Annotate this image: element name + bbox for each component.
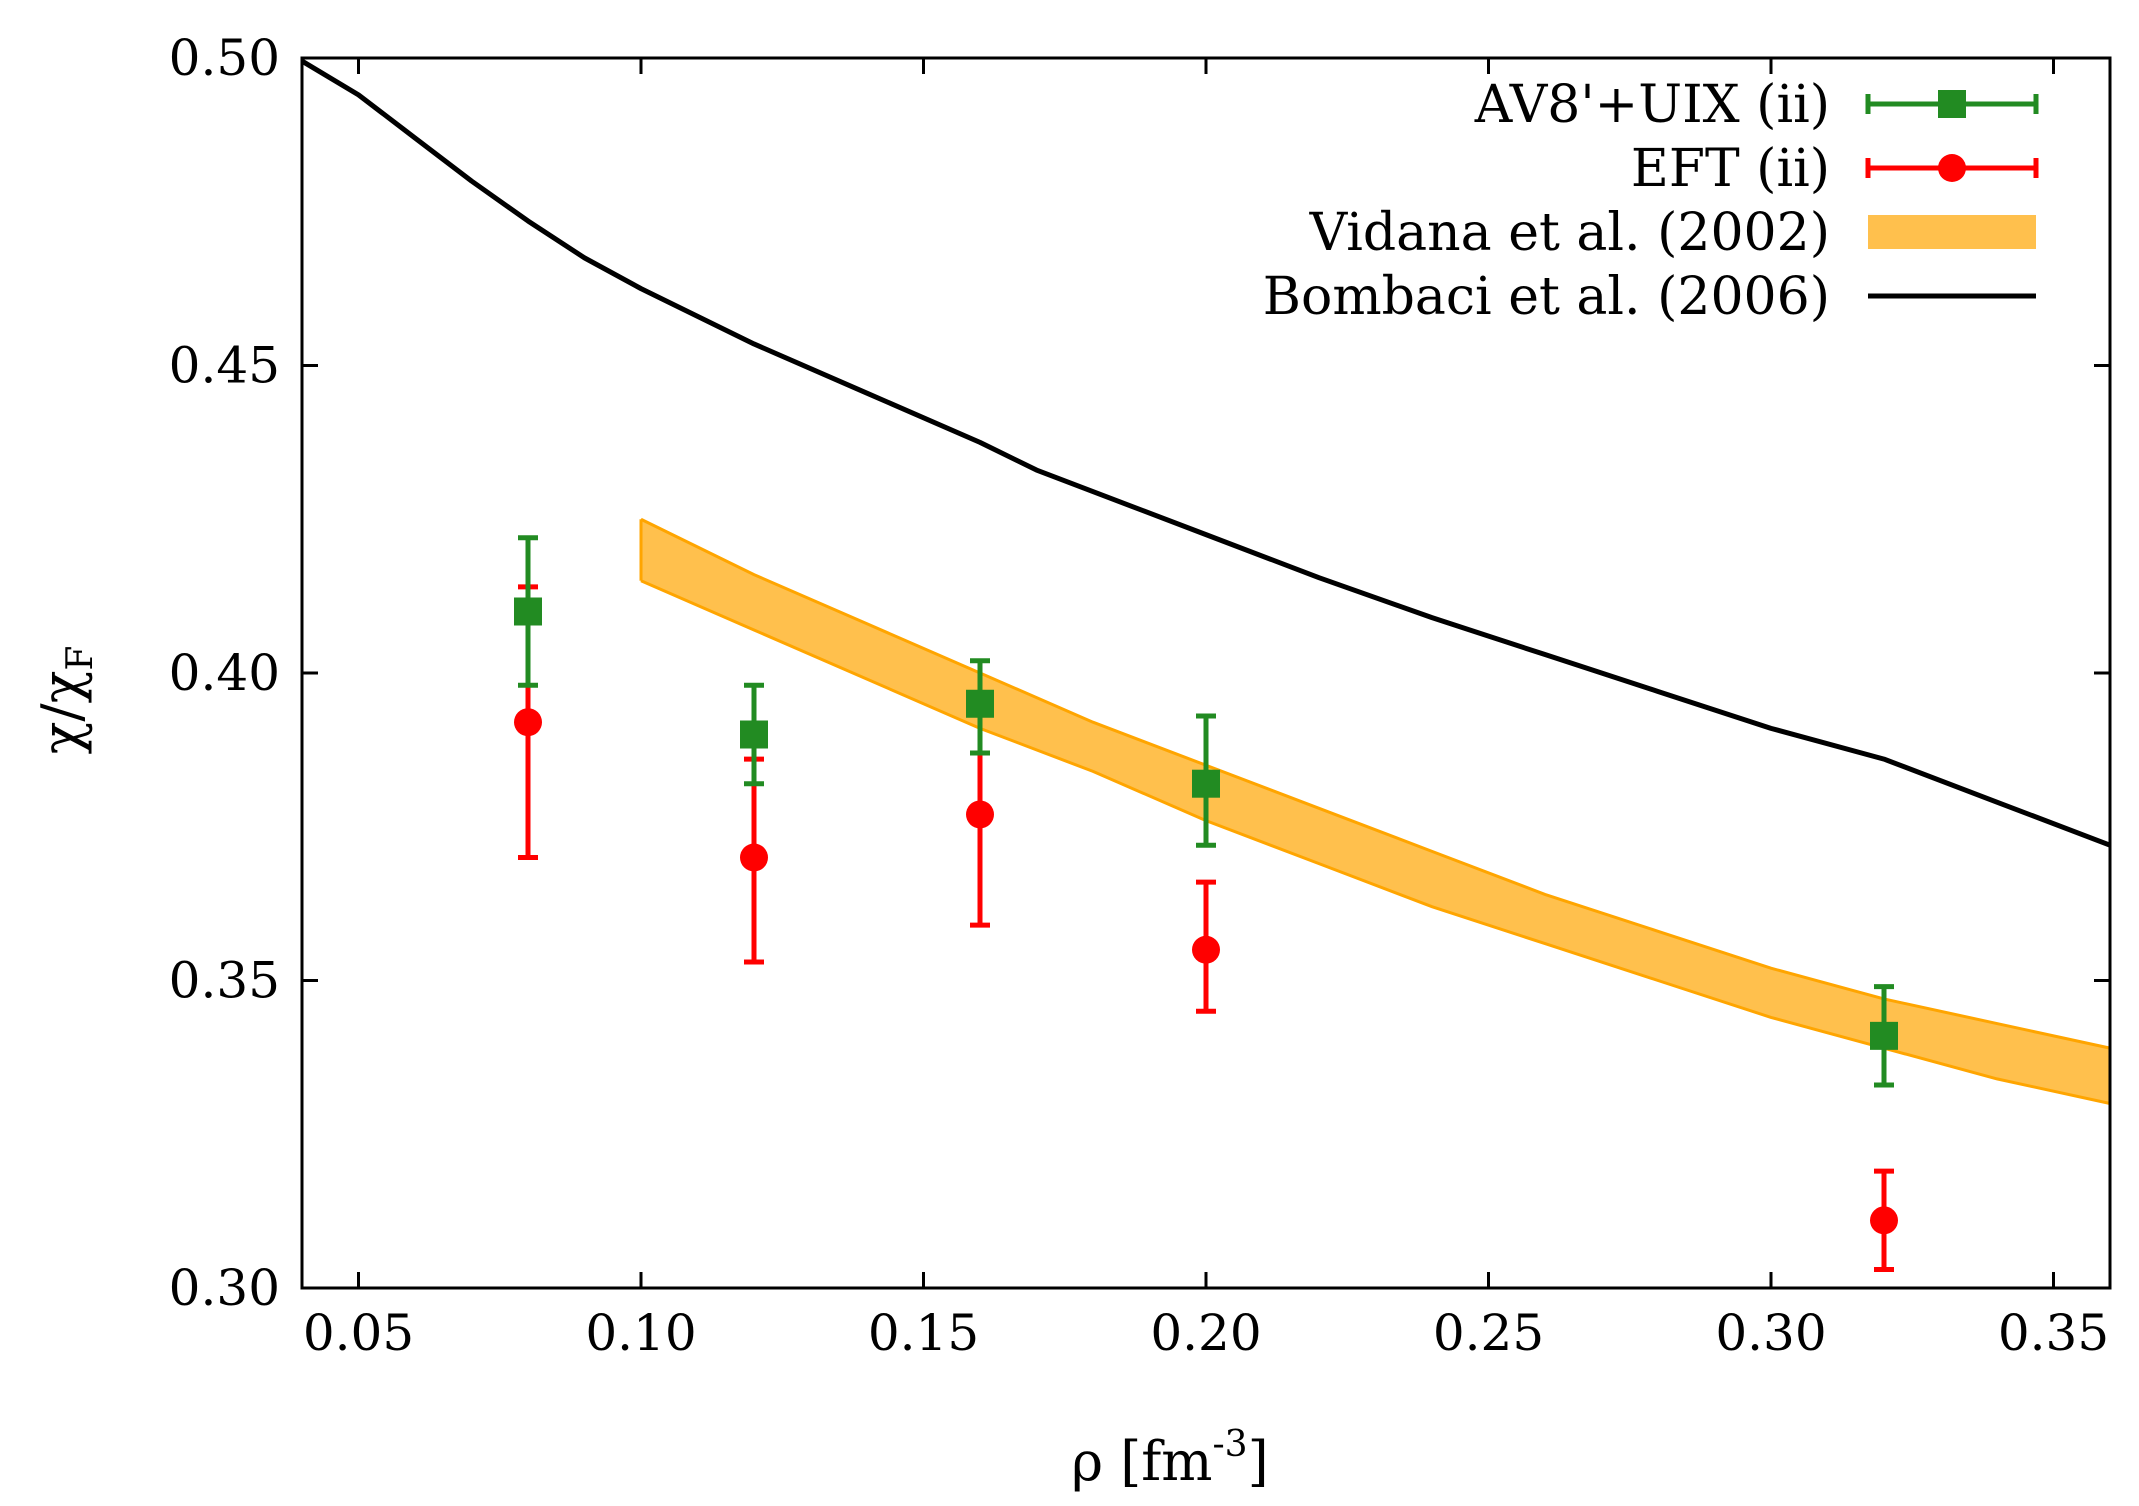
legend-symbol-eft-marker (1938, 154, 1966, 182)
x-tick-label: 0.05 (303, 1304, 414, 1362)
x-tick-label: 0.35 (1998, 1304, 2109, 1362)
y-axis-label: χ/χF (30, 646, 101, 755)
eft-point (1192, 935, 1220, 964)
av8-uix-point (1192, 769, 1220, 798)
legend-label-eft: EFT (ii) (1631, 139, 1830, 199)
y-tick-label: 0.50 (169, 29, 280, 87)
legend-label-bombaci: Bombaci et al. (2006) (1263, 267, 1830, 327)
legend-symbol-vidana (1868, 215, 2036, 249)
eft-point (740, 843, 768, 872)
legend-label-vidana: Vidana et al. (2002) (1309, 203, 1830, 263)
x-tick-label: 0.30 (1715, 1304, 1826, 1362)
data-points-layer (514, 535, 1898, 1273)
eft-point (1870, 1206, 1898, 1235)
x-tick-label: 0.25 (1433, 1304, 1544, 1362)
av8-uix-point (966, 689, 994, 718)
legend: AV8'+UIX (ii)EFT (ii)Vidana et al. (2002… (1263, 75, 2039, 327)
bombaci-line-layer (300, 58, 2111, 848)
vidana-band-lower-edge (640, 579, 2111, 1105)
bombaci-line (300, 58, 2111, 848)
vidana-band-fill (641, 519, 2110, 1104)
x-axis-label: ρ [fm-3] (1071, 1424, 1268, 1493)
eft-point (966, 800, 994, 829)
vidana-band-upper-edge (640, 517, 2111, 1050)
y-tick-label: 0.45 (169, 337, 280, 395)
legend-label-av8-uix: AV8'+UIX (ii) (1474, 75, 1830, 135)
y-tick-label: 0.40 (169, 644, 280, 702)
av8-uix-point (1870, 1021, 1898, 1050)
x-tick-label: 0.10 (585, 1304, 696, 1362)
x-tick-label: 0.20 (1150, 1304, 1261, 1362)
eft-point (514, 708, 542, 737)
x-tick-label: 0.15 (868, 1304, 979, 1362)
y-tick-label: 0.30 (169, 1259, 280, 1317)
ticks-layer: 0.05 0.10 0.15 0.20 0.25 0.30 0.35 0.30 0.35 0.40… (169, 29, 2110, 1362)
av8-uix-point (740, 720, 768, 749)
y-tick-label: 0.35 (169, 952, 280, 1010)
vidana-band-layer (639, 517, 2111, 1105)
legend-symbol-av8-uix-marker (1938, 90, 1966, 118)
av8-uix-point (514, 597, 542, 626)
